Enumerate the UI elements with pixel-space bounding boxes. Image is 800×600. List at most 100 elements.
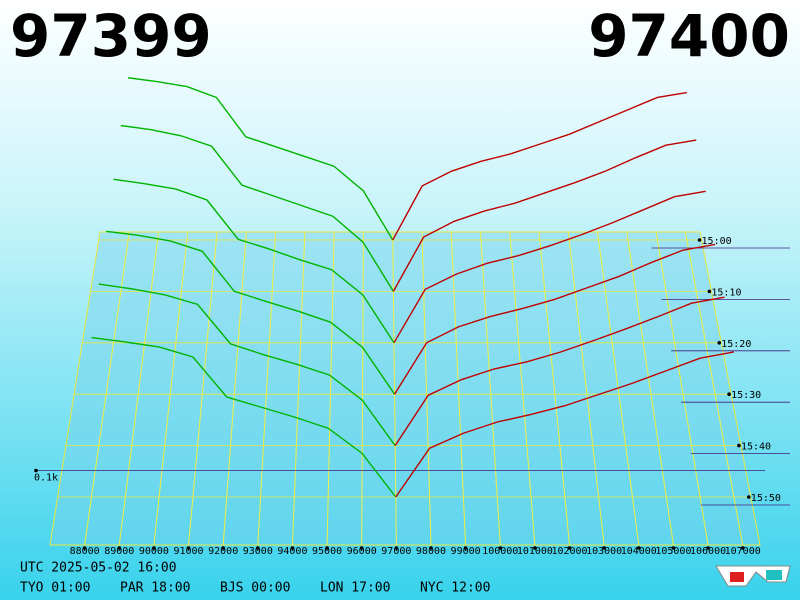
grid-line [450, 231, 467, 546]
x-tick-label: 107000 [725, 546, 761, 557]
grid-line [188, 231, 218, 546]
tick-dot [117, 546, 122, 550]
grid-line [479, 231, 501, 546]
tick-dot [567, 546, 572, 550]
tick-dot [186, 546, 191, 550]
ask-depth-line [393, 243, 716, 395]
x-tick-label: 102000 [551, 546, 587, 557]
tick-dot [717, 341, 722, 345]
tick-dot [636, 546, 641, 550]
tick-dot [671, 546, 676, 550]
tick-dot [152, 546, 156, 550]
grid-line [361, 231, 364, 546]
ask-depth-line [393, 190, 706, 344]
grid-line [291, 231, 306, 546]
grid-line [509, 231, 536, 546]
x-tick-label: 94000 [277, 546, 307, 557]
grid-line [222, 231, 247, 546]
x-tick-label: 92000 [208, 546, 238, 557]
tick-dot [740, 546, 745, 550]
tick-dot [697, 238, 702, 242]
grid-line [655, 231, 709, 546]
bid-price: 97399 [10, 2, 212, 70]
tick-dot [82, 546, 87, 550]
city-time: NYC 12:00 [420, 581, 490, 596]
x-tick-label: 93000 [243, 546, 273, 557]
tick-dot [256, 546, 260, 550]
bid-depth-line [113, 178, 395, 344]
x-tick-label: 90000 [139, 546, 169, 557]
red-lens [730, 572, 744, 582]
grid-line [567, 231, 605, 546]
x-tick-label: 96000 [347, 546, 377, 557]
x-tick-label: 97000 [381, 546, 411, 557]
floor [49, 231, 761, 546]
ask-depth-line [394, 296, 725, 446]
tick-dot [737, 443, 741, 448]
time-label: 15:20 [721, 339, 751, 350]
grid-line [626, 231, 674, 546]
time-label: 15:00 [702, 236, 732, 247]
tick-dot [325, 546, 329, 550]
tick-dot [463, 546, 468, 550]
grid-line [118, 231, 160, 546]
city-time: TYO 01:00 [20, 581, 90, 596]
tick-dot [221, 546, 225, 550]
x-tick-label: 104000 [621, 546, 657, 557]
tick-dot [290, 546, 295, 550]
grid-line [538, 231, 571, 546]
city-time: BJS 00:00 [220, 581, 290, 596]
ask-depth-line [395, 351, 735, 498]
grid-line [257, 231, 277, 546]
tick-dot [533, 546, 537, 550]
bid-depth-line [128, 77, 394, 241]
x-tick-label: 100000 [482, 546, 518, 557]
x-tick-label: 106000 [690, 546, 726, 557]
x-tick-label: 101000 [517, 546, 553, 557]
grid-line [153, 231, 189, 546]
x-tick-label: 91000 [173, 546, 203, 557]
bid-depth-line [98, 283, 396, 447]
utc-time: UTC 2025-05-02 16:00 [20, 561, 177, 576]
bid-depth-line [106, 230, 396, 395]
plot: 88000 89000 90000 91000 92000 93000 94000 95000… [34, 77, 790, 557]
grid-line [326, 231, 335, 546]
z-tick-label: 0.1k [34, 472, 58, 483]
tick-dot [707, 289, 712, 294]
tick-dot [706, 546, 710, 550]
tick-dot [34, 468, 38, 473]
grid-line [392, 231, 397, 546]
time-label: 15:10 [711, 287, 741, 298]
time-label: 15:50 [751, 493, 781, 504]
tick-dot [359, 546, 364, 550]
cyan-lens [766, 570, 782, 580]
tick-dot [602, 546, 606, 550]
tick-dot [394, 546, 399, 550]
grid-line [684, 231, 744, 546]
tick-dot [498, 546, 503, 550]
ask-depth-line [392, 91, 687, 241]
ask-depth-line [392, 139, 697, 292]
x-tick-label: 105000 [655, 546, 691, 557]
ask-price: 97400 [588, 2, 790, 70]
time-label: 15:40 [741, 442, 771, 453]
3d-glasses-icon [715, 565, 791, 587]
x-tick-label: 88000 [70, 546, 100, 557]
city-time: LON 17:00 [320, 581, 390, 596]
bid-depth-line [120, 124, 394, 292]
x-tick-label: 98000 [416, 546, 446, 557]
tick-dot [746, 495, 751, 499]
x-tick-label: 103000 [586, 546, 622, 557]
tick-dot [727, 392, 731, 397]
time-label: 15:30 [731, 390, 761, 401]
x-tick-label: 95000 [312, 546, 342, 557]
city-time: PAR 18:00 [120, 581, 190, 596]
x-tick-label: 99000 [451, 546, 481, 557]
x-tick-label: 89000 [104, 546, 134, 557]
city-times: TYO 01:00 PAR 18:00 BJS 00:00 LON 17:00 NYC … [20, 581, 490, 596]
grid-line [84, 231, 130, 546]
tick-dot [429, 546, 433, 550]
bid-depth-line [91, 336, 397, 498]
